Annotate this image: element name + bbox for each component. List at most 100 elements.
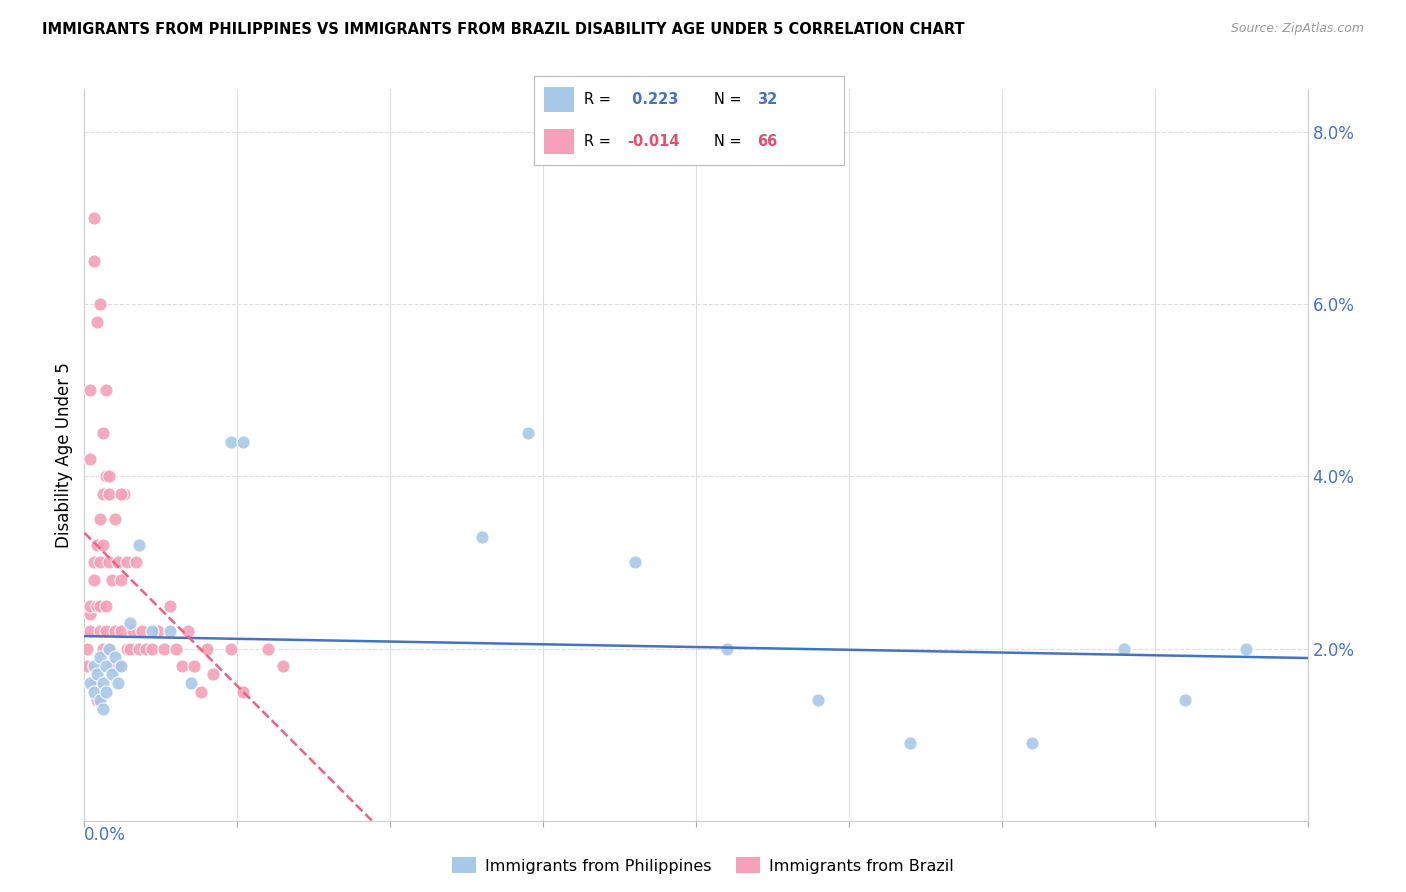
Point — [86, 693, 108, 707]
Point — [79, 599, 101, 613]
Point — [135, 641, 157, 656]
Text: R =: R = — [583, 135, 616, 149]
Point — [110, 658, 132, 673]
Point — [94, 624, 117, 639]
Point — [101, 667, 124, 681]
Text: 32: 32 — [756, 92, 778, 106]
Point — [177, 624, 200, 639]
Point — [112, 486, 135, 500]
Point — [110, 486, 132, 500]
Point — [120, 615, 142, 630]
Point — [128, 538, 150, 552]
Text: R =: R = — [583, 92, 616, 106]
Point — [131, 624, 153, 639]
Point — [86, 314, 108, 328]
Point — [94, 384, 117, 398]
Point — [79, 624, 101, 639]
Point — [83, 556, 105, 570]
Text: N =: N = — [714, 92, 747, 106]
Point — [97, 641, 120, 656]
Point — [89, 624, 111, 639]
Point — [89, 512, 111, 526]
Point — [104, 650, 127, 665]
Point — [183, 658, 205, 673]
Point — [91, 702, 114, 716]
Point — [97, 486, 120, 500]
Point — [180, 676, 202, 690]
Point — [94, 684, 117, 698]
Point — [94, 599, 117, 613]
Point — [159, 599, 181, 613]
Point — [76, 658, 98, 673]
Text: 0.0%: 0.0% — [84, 826, 127, 844]
Point — [83, 254, 105, 268]
Point — [101, 658, 124, 673]
Point — [232, 435, 254, 450]
Point — [91, 426, 114, 441]
Point — [141, 641, 163, 656]
Point — [104, 624, 127, 639]
Point — [91, 641, 114, 656]
Point — [89, 556, 111, 570]
Point — [91, 486, 114, 500]
Point — [219, 435, 242, 450]
Point — [115, 556, 138, 570]
Legend: Immigrants from Philippines, Immigrants from Brazil: Immigrants from Philippines, Immigrants … — [446, 851, 960, 880]
Point — [1021, 736, 1043, 750]
Text: Source: ZipAtlas.com: Source: ZipAtlas.com — [1230, 22, 1364, 36]
Point — [104, 512, 127, 526]
Point — [122, 624, 145, 639]
Point — [83, 211, 105, 226]
Point — [91, 538, 114, 552]
Point — [89, 599, 111, 613]
Point — [86, 538, 108, 552]
Point — [153, 641, 176, 656]
Point — [76, 641, 98, 656]
Bar — [544, 129, 575, 154]
Point — [79, 607, 101, 621]
Point — [125, 556, 148, 570]
Point — [195, 641, 218, 656]
Point — [172, 658, 194, 673]
Point — [471, 530, 494, 544]
Point — [146, 624, 169, 639]
Point — [898, 736, 921, 750]
Point — [1114, 641, 1136, 656]
Point — [807, 693, 830, 707]
Point — [141, 624, 163, 639]
Point — [120, 641, 142, 656]
Point — [107, 556, 129, 570]
Point — [83, 684, 105, 698]
Point — [79, 676, 101, 690]
Text: N =: N = — [714, 135, 747, 149]
Point — [115, 641, 138, 656]
Point — [94, 469, 117, 483]
Point — [97, 556, 120, 570]
Point — [624, 556, 647, 570]
Point — [97, 469, 120, 483]
Point — [1174, 693, 1197, 707]
Point — [83, 573, 105, 587]
Point — [89, 693, 111, 707]
Point — [716, 641, 738, 656]
Bar — [544, 87, 575, 112]
Point — [110, 573, 132, 587]
Point — [101, 573, 124, 587]
Point — [79, 452, 101, 467]
Point — [89, 650, 111, 665]
Point — [89, 297, 111, 311]
Point — [79, 384, 101, 398]
Y-axis label: Disability Age Under 5: Disability Age Under 5 — [55, 362, 73, 548]
Point — [110, 624, 132, 639]
Point — [271, 658, 294, 673]
Text: -0.014: -0.014 — [627, 135, 679, 149]
Point — [83, 676, 105, 690]
Point — [107, 676, 129, 690]
Point — [232, 684, 254, 698]
Text: 0.223: 0.223 — [627, 92, 679, 106]
Text: 66: 66 — [756, 135, 778, 149]
Point — [257, 641, 280, 656]
Point — [219, 641, 242, 656]
Point — [201, 667, 224, 681]
Point — [1236, 641, 1258, 656]
